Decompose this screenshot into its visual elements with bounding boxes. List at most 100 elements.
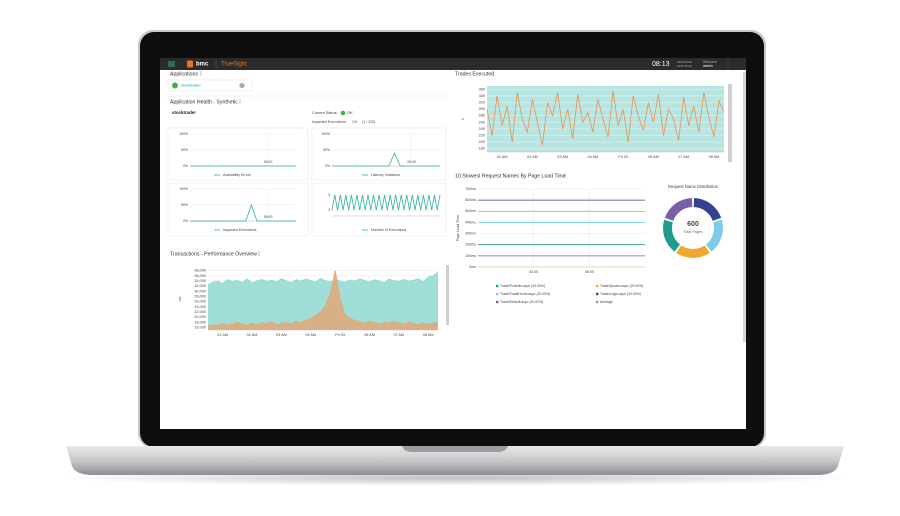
y-tick-label: 38,000 bbox=[194, 269, 206, 273]
series-line bbox=[486, 90, 725, 146]
series-line bbox=[207, 270, 439, 327]
x-tick-label: 03:00 bbox=[529, 270, 538, 274]
bmc-logo bbox=[187, 60, 193, 68]
legend-label: Trade/Portfolio.aspx (20.00%) bbox=[500, 284, 545, 288]
y-tick-label: 360 bbox=[479, 87, 485, 91]
legend-label: Number of Executions bbox=[371, 228, 407, 232]
y-tick-label: 600ms bbox=[465, 198, 476, 202]
x-tick-label: 07 AM bbox=[678, 155, 689, 159]
app-link[interactable]: stocktrader bbox=[181, 83, 201, 88]
y-axis-label: # bbox=[461, 118, 465, 120]
x-tick-label: 02 AM bbox=[247, 333, 258, 337]
donut-segment bbox=[676, 245, 710, 258]
laptop-base bbox=[66, 446, 844, 475]
series-line bbox=[332, 152, 440, 167]
y-tick-label: 220 bbox=[479, 134, 485, 138]
donut-total-label: Total Pages bbox=[684, 230, 703, 234]
y-tick-label: 30,000 bbox=[194, 289, 206, 293]
y-tick-label: 18,000 bbox=[194, 320, 206, 324]
y-tick-label: 32,000 bbox=[194, 284, 206, 288]
donut-segment bbox=[693, 198, 722, 221]
chart-card bbox=[167, 182, 309, 237]
user[interactable]: admin bbox=[703, 64, 713, 68]
y-tick-label: 28,000 bbox=[194, 294, 206, 298]
series-line bbox=[331, 194, 441, 211]
y-tick-label: 0% bbox=[183, 219, 188, 223]
y-tick-label: 50% bbox=[181, 203, 188, 207]
y-tick-label: 20,000 bbox=[194, 315, 206, 319]
donut-title: Request Name Distribution bbox=[668, 184, 719, 189]
y-tick-label: 260 bbox=[479, 120, 485, 124]
legend-swatch bbox=[496, 292, 499, 296]
y-tick-label: 400ms bbox=[465, 220, 476, 224]
x-tick-label: 02 AM bbox=[527, 155, 538, 159]
legend-label: Trade/Quotes.aspx (20.00%) bbox=[600, 284, 643, 288]
y-tick-label: 100% bbox=[179, 187, 188, 191]
y-tick-label: 300ms bbox=[465, 232, 476, 236]
x-tick-label: 06 AM bbox=[364, 333, 375, 337]
legend-swatch bbox=[596, 300, 599, 304]
section-title: Transactions - Performance Overview bbox=[170, 251, 257, 257]
clock: 08:13 bbox=[652, 61, 670, 68]
x-tick-label: 07 AM bbox=[393, 333, 404, 337]
series-line bbox=[207, 271, 439, 286]
series-line bbox=[190, 203, 296, 222]
x-tick-label: 06:00 bbox=[585, 270, 594, 274]
status-dot bbox=[340, 110, 346, 116]
info-icon[interactable] bbox=[239, 82, 245, 89]
hinge-notch bbox=[402, 446, 508, 452]
donut-segment bbox=[705, 219, 724, 252]
x-tick-label: Fri 03 bbox=[618, 155, 628, 159]
donut-total: 600 bbox=[687, 221, 699, 228]
donut-segment bbox=[662, 219, 681, 252]
y-tick-label: 2 bbox=[328, 208, 330, 212]
y-tick-label: 340 bbox=[479, 94, 485, 98]
x-tick-label: 08 AM bbox=[423, 333, 434, 337]
chart-card bbox=[311, 127, 447, 181]
app-chip[interactable] bbox=[167, 79, 253, 92]
y-tick-label: 3 bbox=[328, 193, 330, 197]
x-tick-label: 06 AM bbox=[648, 155, 659, 159]
y-tick-label: 22,000 bbox=[194, 310, 206, 314]
page-scrollbar[interactable] bbox=[743, 72, 746, 342]
y-tick-label: 24,000 bbox=[194, 305, 206, 309]
y-axis-label: ms bbox=[178, 296, 182, 301]
timezone: GMT-05:00 bbox=[677, 64, 692, 68]
welcome: Welcome bbox=[703, 60, 717, 64]
area-fill bbox=[208, 271, 438, 330]
y-tick-label: 100ms bbox=[465, 254, 476, 258]
y-tick-label: 0% bbox=[325, 164, 330, 168]
y-tick-label: 26,000 bbox=[194, 300, 206, 304]
y-tick-label: 200ms bbox=[465, 243, 476, 247]
y-tick-label: 180 bbox=[479, 147, 485, 151]
x-tick-label: Fri 03 bbox=[335, 333, 345, 337]
section-title: Applications bbox=[170, 71, 198, 77]
y-tick-label: 320 bbox=[479, 101, 485, 105]
y-tick-label: 16,000 bbox=[194, 325, 206, 329]
menu-icon[interactable] bbox=[168, 61, 175, 67]
plot-background bbox=[487, 86, 724, 152]
scrollbar[interactable] bbox=[446, 265, 449, 325]
donut-segment bbox=[664, 198, 693, 221]
scrollbar[interactable] bbox=[728, 84, 732, 162]
x-tick-label: 01 AM bbox=[217, 333, 228, 337]
chart-card bbox=[311, 182, 447, 237]
y-tick-label: 100% bbox=[321, 132, 330, 136]
status-label: Current Status: bbox=[312, 111, 338, 115]
y-tick-label: 50% bbox=[181, 148, 188, 152]
legend-label: Trade/Login.aspx (20.00%) bbox=[600, 292, 641, 296]
y-tick-label: 700ms bbox=[465, 187, 476, 191]
status-dot bbox=[172, 82, 178, 89]
x-tick-label: 04 AM bbox=[588, 155, 599, 159]
date: 03/03/2016 bbox=[677, 60, 692, 64]
brand: bmc bbox=[196, 62, 209, 68]
section-title: Trades Executed bbox=[455, 71, 494, 77]
legend-swatch bbox=[496, 284, 499, 288]
y-tick-label: 200 bbox=[479, 140, 485, 144]
y-tick-label: 36,000 bbox=[194, 274, 206, 278]
legend-label: Availability Errors bbox=[223, 173, 251, 177]
legend-swatch bbox=[496, 300, 499, 304]
y-tick-label: 500ms bbox=[465, 209, 476, 213]
x-tick-label: 01 AM bbox=[497, 155, 508, 159]
